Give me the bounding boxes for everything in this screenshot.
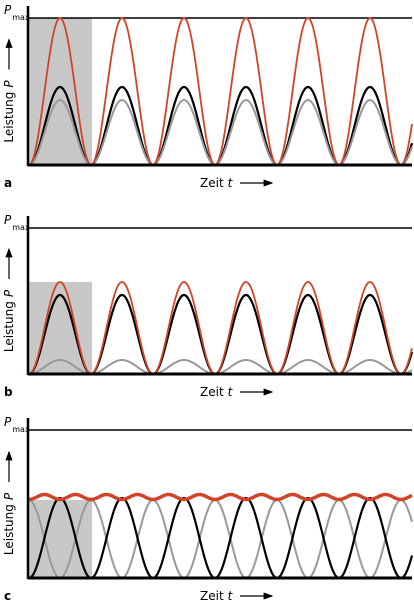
total-power-curve — [28, 492, 413, 502]
pmax-label: Pmax — [4, 415, 30, 434]
highlight-box — [28, 500, 92, 578]
panel-label: b — [4, 385, 13, 399]
x-axis-label: Zeit t — [200, 589, 234, 600]
x-axis-text: Zeit — [200, 589, 224, 600]
panel-label: a — [4, 176, 12, 190]
y-axis-text: Leistung — [2, 504, 16, 555]
highlight-box — [28, 18, 92, 165]
panel-label: c — [4, 589, 11, 600]
x-axis-text: Zeit — [200, 385, 224, 399]
pmax-subscript: max — [12, 425, 30, 434]
y-axis-text: Leistung — [2, 92, 16, 143]
pmax-symbol: P — [4, 213, 12, 227]
pmax-subscript: max — [12, 223, 30, 232]
x-axis-label: Zeit t — [200, 385, 234, 399]
pmax-symbol: P — [4, 415, 12, 429]
pmax-symbol: P — [4, 3, 12, 17]
pmax-label: Pmax — [4, 3, 30, 22]
y-axis-symbol: P — [2, 289, 16, 297]
pmax-label: Pmax — [4, 213, 30, 232]
pmax-subscript: max — [12, 13, 30, 22]
y-axis-label: Leistung P — [2, 492, 16, 555]
y-axis-symbol: P — [2, 80, 16, 88]
y-axis-text: Leistung — [2, 301, 16, 352]
x-axis-label: Zeit t — [200, 176, 234, 190]
y-axis-symbol: P — [2, 492, 16, 500]
x-axis-symbol: t — [228, 176, 234, 190]
y-axis-label: Leistung P — [2, 80, 16, 143]
x-axis-text: Zeit — [200, 176, 224, 190]
x-axis-symbol: t — [228, 589, 234, 600]
x-axis-symbol: t — [228, 385, 234, 399]
y-axis-label: Leistung P — [2, 289, 16, 352]
